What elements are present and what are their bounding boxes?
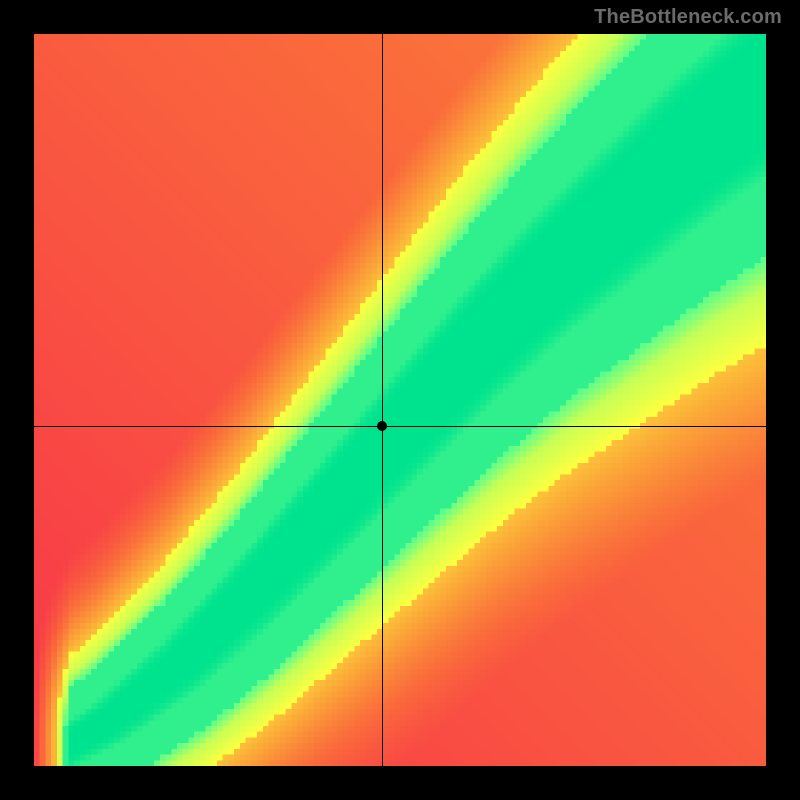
- heatmap-plot-area: [34, 34, 766, 766]
- data-point-marker: [377, 421, 387, 431]
- watermark-text: TheBottleneck.com: [594, 6, 782, 29]
- chart-container: TheBottleneck.com: [0, 0, 800, 800]
- heatmap-canvas: [34, 34, 766, 766]
